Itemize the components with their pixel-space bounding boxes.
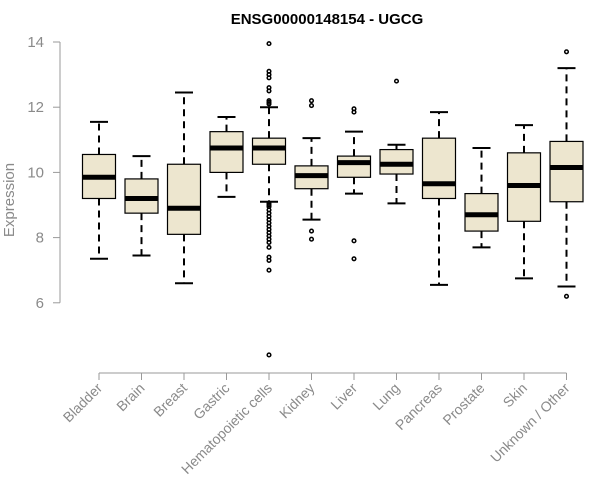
box bbox=[251, 137, 287, 165]
box bbox=[166, 163, 202, 235]
box-group bbox=[464, 146, 499, 249]
outlier-point bbox=[266, 352, 272, 358]
box-group bbox=[549, 49, 584, 299]
box-group bbox=[336, 106, 372, 262]
x-tick-label: Skin bbox=[500, 380, 531, 411]
outlier-point bbox=[393, 78, 400, 84]
outlier-point bbox=[351, 238, 357, 244]
outlier-point bbox=[308, 236, 315, 242]
outlier-point bbox=[266, 239, 272, 246]
outlier-point bbox=[266, 267, 272, 273]
box-group bbox=[506, 124, 542, 280]
y-axis-label: Expression bbox=[1, 163, 18, 237]
outlier-point bbox=[563, 49, 570, 55]
box-group bbox=[209, 115, 244, 198]
box bbox=[209, 131, 244, 173]
y-tick-label: 8 bbox=[36, 230, 44, 247]
x-tick-label: Unknown / Other bbox=[487, 380, 573, 466]
outlier-point bbox=[266, 88, 272, 94]
y-axis: 6 8 10 12 14 bbox=[27, 34, 61, 312]
outlier-point bbox=[266, 41, 272, 47]
box-group bbox=[294, 98, 329, 242]
box bbox=[336, 155, 372, 178]
x-tick-label: Breast bbox=[150, 380, 190, 420]
outlier-point bbox=[351, 256, 357, 262]
box-group bbox=[421, 111, 457, 286]
box-group bbox=[379, 78, 414, 205]
outlier-point bbox=[308, 103, 315, 109]
box-group bbox=[166, 91, 202, 285]
outlier-point bbox=[266, 257, 272, 263]
x-tick-label: Bladder bbox=[60, 380, 106, 426]
y-tick-label: 12 bbox=[27, 99, 44, 116]
y-tick-label: 10 bbox=[27, 164, 44, 181]
outlier-point bbox=[563, 293, 570, 299]
y-tick-label: 14 bbox=[27, 34, 44, 51]
x-tick-label: Brain bbox=[113, 380, 147, 414]
outlier-point bbox=[266, 244, 272, 250]
box bbox=[421, 137, 457, 200]
outlier-point bbox=[351, 109, 357, 115]
plot-area bbox=[81, 41, 584, 358]
outlier-point bbox=[266, 101, 272, 107]
x-tick-label: Pancreas bbox=[392, 380, 445, 433]
chart-title: ENSG00000148154 - UGCG bbox=[231, 11, 424, 28]
box bbox=[549, 140, 584, 203]
outlier-point bbox=[308, 228, 315, 234]
box-group bbox=[124, 155, 159, 257]
y-tick-label: 6 bbox=[36, 295, 44, 312]
x-tick-label: Liver bbox=[327, 380, 360, 413]
x-tick-label: Prostate bbox=[439, 380, 487, 428]
box-group bbox=[81, 120, 117, 260]
x-tick-label: Kidney bbox=[276, 380, 318, 422]
outlier-point bbox=[308, 98, 315, 104]
outlier-point bbox=[266, 75, 272, 81]
box-group bbox=[251, 41, 287, 358]
x-tick-label: Lung bbox=[369, 380, 402, 413]
